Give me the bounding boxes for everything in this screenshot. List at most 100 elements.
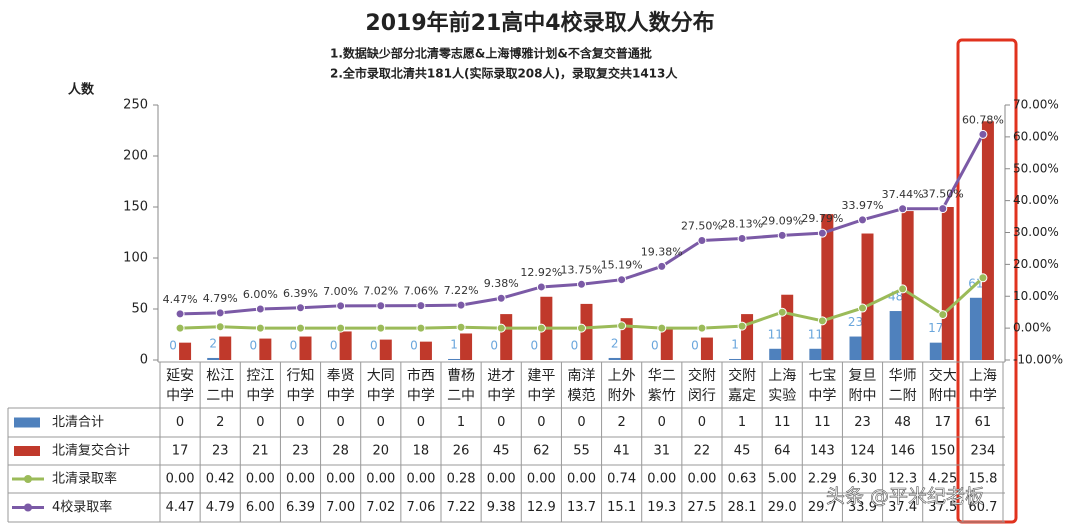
table-cell: 27.5	[687, 500, 716, 515]
bar	[660, 328, 673, 360]
bar-label: 2	[611, 336, 619, 350]
bar	[460, 333, 473, 360]
marker	[577, 323, 586, 333]
bar-label: 17	[928, 321, 943, 335]
bar-label: 0	[250, 339, 258, 353]
marker	[737, 321, 747, 331]
category-label: 南洋	[568, 368, 596, 384]
table-cell: 0.00	[487, 472, 516, 487]
legend-label: 北清合计	[52, 415, 104, 430]
category-label: 松江	[206, 368, 234, 384]
bar-label: 2	[209, 336, 217, 350]
marker	[175, 323, 185, 333]
marker	[777, 230, 787, 240]
category-label: 中学	[327, 388, 355, 404]
y2-tick-label: 70.00%	[1013, 98, 1059, 112]
y2-tick-label: 60.00%	[1013, 129, 1059, 143]
bar	[941, 207, 954, 360]
bar	[769, 348, 782, 360]
bar	[889, 311, 902, 360]
bar	[419, 341, 432, 360]
chart-title: 2019年前21高中4校录取人数分布	[365, 10, 714, 36]
marker	[376, 301, 386, 311]
bar	[259, 338, 272, 360]
marker	[978, 273, 988, 283]
table-cell: 0	[417, 415, 425, 430]
table-cell: 13.7	[567, 500, 596, 515]
marker	[858, 215, 867, 225]
table-cell: 23	[212, 444, 229, 459]
bar	[608, 357, 621, 360]
table-cell: 0	[698, 415, 706, 430]
bar	[219, 336, 232, 360]
category-label: 中学	[246, 388, 274, 404]
table-cell: 29.0	[768, 500, 797, 515]
table-cell: 64	[774, 444, 791, 459]
bar-label: 0	[330, 339, 338, 353]
table-cell: 28	[332, 444, 349, 459]
bar-label: 0	[571, 339, 579, 353]
bar	[207, 357, 220, 360]
table-cell: 124	[850, 444, 875, 459]
marker	[456, 322, 466, 332]
table-cell: 19.3	[647, 500, 676, 515]
category-label: 二中	[206, 388, 234, 404]
y-tick-label: 100	[123, 251, 148, 266]
table-cell: 45	[493, 444, 510, 459]
table-cell: 0	[577, 415, 585, 430]
bar	[179, 342, 192, 360]
bar-label: 0	[410, 339, 418, 353]
table-cell: 0.00	[647, 472, 676, 487]
category-label: 交附	[688, 367, 716, 384]
bar-label: 0	[651, 339, 659, 353]
category-label: 附外	[608, 388, 636, 404]
marker	[175, 309, 185, 319]
table-cell: 20	[373, 444, 390, 459]
legend-label: 4校录取率	[52, 499, 112, 515]
table-cell: 60.7	[968, 500, 997, 515]
table-cell: 31	[654, 444, 671, 459]
category-label: 实验	[768, 388, 796, 404]
category-label: 中学	[527, 388, 555, 404]
data-label: 15.19%	[601, 259, 643, 272]
marker	[496, 293, 506, 303]
plot: 050100150200250-10.00%0.00%10.00%20.00%3…	[7, 98, 1063, 523]
table-cell: 11	[814, 415, 831, 430]
category-label: 嘉定	[728, 388, 756, 404]
table-cell: 0.00	[366, 472, 395, 487]
chart-subtitle: 2.全市录取北清共181人(实际录取208人)，录取复交共1413人	[330, 66, 678, 81]
bar-label: 0	[290, 339, 298, 353]
bar-label: 0	[370, 339, 378, 353]
table-cell: 0	[296, 415, 304, 430]
table-cell: 2.29	[808, 472, 837, 487]
category-label: 中学	[808, 388, 836, 404]
bar	[299, 336, 312, 360]
y2-tick-label: 20.00%	[1013, 257, 1059, 271]
table-cell: 143	[810, 444, 835, 459]
table-cell: 62	[533, 444, 550, 459]
marker	[817, 316, 827, 326]
legend-key	[24, 475, 32, 483]
marker	[737, 233, 747, 243]
category-label: 曹杨	[447, 368, 475, 384]
marker	[215, 322, 225, 332]
category-label: 市西	[407, 367, 435, 384]
table-cell: 234	[971, 444, 996, 459]
table-cell: 0	[537, 415, 545, 430]
table-cell: 0.00	[326, 472, 355, 487]
legend-label: 北清复交合计	[52, 443, 130, 459]
table-cell: 2	[216, 415, 224, 430]
bar	[849, 336, 862, 360]
y2-tick-label: 30.00%	[1013, 225, 1059, 239]
category-label: 奉贤	[327, 368, 355, 384]
marker	[336, 301, 346, 311]
bar-label: 1	[731, 337, 739, 351]
data-label: 29.79%	[801, 212, 843, 225]
table-cell: 0	[377, 415, 385, 430]
bar-label: 11	[808, 327, 823, 341]
table-cell: 0	[176, 415, 184, 430]
bar	[809, 348, 822, 360]
y2-tick-label: 0.00%	[1013, 321, 1051, 335]
marker	[697, 323, 707, 333]
